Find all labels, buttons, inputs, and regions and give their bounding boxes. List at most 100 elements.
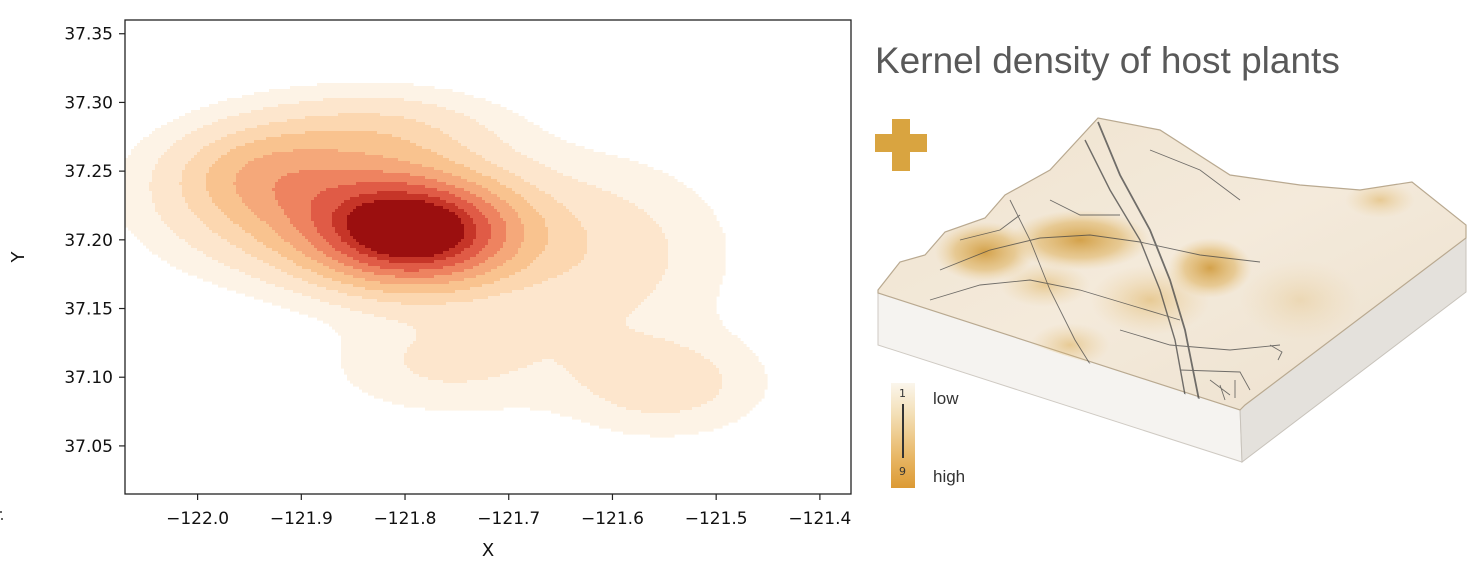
density-cell-level-1 (128, 170, 132, 174)
density-cell-level-7 (398, 182, 402, 186)
density-cell-level-7 (410, 191, 414, 195)
density-cell-level-7 (386, 185, 390, 189)
density-cell-level-2 (209, 137, 213, 141)
density-cell-level-1 (620, 173, 624, 177)
density-cell-level-2 (170, 161, 174, 165)
density-cell-level-6 (425, 179, 429, 183)
density-cell-level-3 (278, 134, 282, 138)
density-cell-level-2 (587, 191, 591, 195)
density-cell-level-1 (539, 158, 543, 162)
density-cell-level-1 (623, 182, 627, 186)
density-cell-level-1 (158, 152, 162, 156)
density-cell-level-1 (605, 188, 609, 192)
density-cell-level-3 (251, 131, 255, 135)
density-cell-level-5 (326, 149, 330, 153)
density-cell-level-3 (284, 131, 288, 135)
density-cell-level-4 (425, 152, 429, 156)
density-cell-level-3 (185, 191, 189, 195)
density-cell-level-4 (290, 134, 294, 138)
density-cell-level-2 (518, 152, 522, 156)
density-cell-level-3 (506, 173, 510, 177)
density-cell-level-2 (500, 158, 504, 162)
density-cell-level-3 (407, 128, 411, 132)
density-cell-level-4 (380, 146, 384, 150)
density-cell-level-2 (329, 98, 333, 102)
density-cell-level-6 (341, 179, 345, 183)
density-cell-level-7 (320, 191, 324, 195)
density-cell-level-1 (287, 98, 291, 102)
density-cell-level-6 (308, 173, 312, 177)
density-cell-level-1 (182, 134, 186, 138)
density-cell-level-3 (539, 191, 543, 195)
density-cell-level-1 (545, 155, 549, 159)
density-cell-level-4 (356, 146, 360, 150)
density-cell-level-1 (440, 92, 444, 96)
density-cell-level-4 (323, 140, 327, 144)
density-cell-level-3 (311, 122, 315, 126)
density-cell-level-1 (533, 137, 537, 141)
density-cell-level-2 (407, 107, 411, 111)
density-cell-level-2 (473, 125, 477, 129)
density-cell-level-6 (296, 188, 300, 192)
density-cell-level-1 (566, 143, 570, 147)
density-cell-level-1 (617, 164, 621, 168)
density-cell-level-3 (443, 143, 447, 147)
density-cell-level-1 (242, 110, 246, 114)
density-cell-level-3 (404, 125, 408, 129)
density-cell-level-6 (302, 170, 306, 174)
density-cell-level-1 (314, 92, 318, 96)
density-cell-level-2 (482, 143, 486, 147)
density-cell-level-3 (431, 134, 435, 138)
density-cell-level-3 (203, 149, 207, 153)
density-cell-level-2 (554, 185, 558, 189)
density-cell-level-1 (608, 173, 612, 177)
density-cell-level-1 (641, 164, 645, 168)
density-cell-level-1 (512, 131, 516, 135)
density-cell-level-5 (266, 176, 270, 180)
density-cell-level-2 (269, 110, 273, 114)
density-cell-level-4 (467, 176, 471, 180)
density-cell-level-2 (554, 179, 558, 183)
density-cell-level-4 (221, 164, 225, 168)
density-cell-level-5 (305, 161, 309, 165)
density-cell-level-5 (353, 155, 357, 159)
density-cell-level-1 (500, 107, 504, 111)
density-cell-level-2 (308, 113, 312, 117)
density-cell-level-5 (269, 161, 273, 165)
density-cell-level-2 (284, 116, 288, 120)
density-cell-level-1 (185, 125, 189, 129)
density-cell-level-1 (518, 137, 522, 141)
density-cell-level-2 (299, 107, 303, 111)
density-cell-level-2 (278, 119, 282, 123)
density-cell-level-1 (551, 143, 555, 147)
density-cell-level-4 (230, 191, 234, 195)
density-cell-level-1 (185, 128, 189, 132)
density-cell-level-3 (515, 182, 519, 186)
density-cell-level-4 (326, 137, 330, 141)
density-cell-level-2 (239, 116, 243, 120)
density-cell-level-4 (239, 146, 243, 150)
density-cell-level-5 (260, 173, 264, 177)
density-cell-level-4 (242, 161, 246, 165)
density-cell-level-2 (560, 173, 564, 177)
density-cell-level-6 (389, 179, 393, 183)
density-cell-level-3 (335, 122, 339, 126)
density-cell-level-2 (344, 104, 348, 108)
density-cell-level-1 (452, 98, 456, 102)
density-cell-level-1 (155, 146, 159, 150)
density-cell-level-2 (374, 110, 378, 114)
density-cell-level-3 (191, 176, 195, 180)
density-cell-level-2 (356, 104, 360, 108)
density-cell-level-1 (329, 92, 333, 96)
density-cell-level-4 (416, 146, 420, 150)
density-cell-level-4 (206, 173, 210, 177)
density-cell-level-4 (404, 152, 408, 156)
density-cell-level-4 (302, 140, 306, 144)
density-cell-level-2 (401, 107, 405, 111)
density-cell-level-1 (659, 188, 663, 192)
density-cell-level-2 (323, 107, 327, 111)
density-cell-level-1 (296, 89, 300, 93)
density-cell-level-2 (167, 176, 171, 180)
density-cell-level-2 (302, 116, 306, 120)
density-cell-level-4 (443, 170, 447, 174)
